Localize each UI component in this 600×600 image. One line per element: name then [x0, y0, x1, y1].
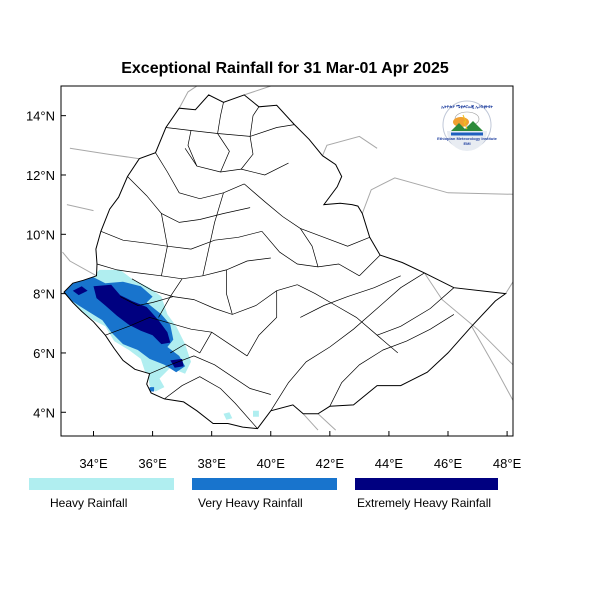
x-tick-label: 36°E: [138, 456, 167, 471]
emi-logo: ኢትዮጵያ ሜቲዎሮሎጂ ኢንስቲትዩት Ethiopian Meteorolo…: [437, 100, 498, 151]
y-tick-label: 8°N: [33, 287, 55, 302]
y-tick-label: 14°N: [26, 109, 55, 124]
legend-swatch-extremely-heavy: [355, 478, 498, 490]
region-border-line: [170, 332, 213, 354]
region-border-line: [249, 106, 260, 137]
x-tick-label: 38°E: [197, 456, 226, 471]
region-border-line: [202, 192, 224, 276]
neighbor-border-line: [317, 413, 337, 431]
very-heavy-rain-area: [149, 387, 155, 392]
y-tick-label: 6°N: [33, 346, 55, 361]
y-tick-label: 10°N: [26, 227, 55, 242]
very-heavy-rain-area: [64, 277, 186, 373]
map-title: Exceptional Rainfall for 31 Mar-01 Apr 2…: [121, 60, 449, 77]
heavy-rain-area: [253, 410, 259, 417]
neighbor-border-line: [322, 135, 378, 156]
legend-swatch-very-heavy: [192, 478, 337, 490]
region-border-line: [300, 275, 401, 318]
neighbor-border-line: [505, 281, 513, 294]
legend-label-very-heavy: Very Heavy Rainfall: [198, 496, 303, 510]
region-border-line: [184, 148, 289, 176]
legend: Heavy Rainfall Very Heavy Rainfall Extre…: [29, 478, 498, 510]
region-border-line: [297, 284, 399, 354]
region-border-line: [246, 290, 278, 357]
region-border-line: [329, 314, 455, 407]
map-frame: [60, 85, 514, 437]
region-border-line: [149, 355, 271, 395]
region-border-line: [240, 136, 254, 170]
region-border-line: [105, 317, 248, 357]
region-border-line: [119, 296, 174, 306]
x-tick-label: 46°E: [434, 456, 463, 471]
region-border-line: [376, 287, 455, 336]
region-border-line: [155, 152, 245, 200]
x-tick-label: 40°E: [257, 456, 286, 471]
neighbor-border-line: [423, 272, 513, 366]
region-border-line: [217, 133, 230, 173]
region-border-line: [270, 272, 425, 411]
neighbor-border-line: [69, 147, 140, 160]
region-borders: [96, 102, 455, 429]
region-border-line: [261, 231, 360, 277]
neighbor-border-line: [361, 177, 513, 214]
region-border-line: [164, 376, 258, 429]
neighbor-border-line: [178, 86, 198, 109]
legend-label-heavy: Heavy Rainfall: [50, 496, 127, 510]
region-border-line: [187, 130, 198, 167]
x-tick-label: 44°E: [375, 456, 404, 471]
logo-bottom-text: Ethiopian Meteorology Institute: [437, 136, 498, 141]
heavy-rain-area: [223, 412, 233, 420]
extremely-heavy-rain-area: [93, 284, 171, 345]
ethiopia-border: [63, 94, 507, 430]
region-border-line: [226, 269, 233, 315]
x-tick-label: 42°E: [316, 456, 345, 471]
y-tick-label: 4°N: [33, 405, 55, 420]
region-border-line: [131, 278, 298, 315]
region-border-line: [165, 124, 295, 137]
extremely-heavy-rain-area: [72, 286, 88, 296]
region-border-line: [127, 176, 251, 223]
rainfall-grid: [64, 269, 259, 420]
legend-swatch-heavy: [29, 478, 174, 490]
logo-sub-text: EMI: [463, 141, 470, 146]
neighbor-country-borders: [62, 86, 513, 431]
region-border-line: [300, 228, 319, 267]
neighbor-border-line: [302, 413, 319, 431]
region-border-line: [217, 102, 224, 134]
neighbor-border-line: [62, 251, 97, 277]
x-tick-label: 48°E: [493, 456, 522, 471]
y-axis: 4°N 6°N 8°N 10°N 12°N 14°N: [26, 109, 66, 420]
y-tick-label: 12°N: [26, 168, 55, 183]
logo-top-text: ኢትዮጵያ ሜቲዎሮሎጂ ኢንስቲትዩት: [441, 104, 493, 109]
neighbor-border-line: [66, 204, 94, 212]
region-border-line: [243, 183, 370, 247]
region-border-line: [161, 213, 168, 276]
x-axis: 34°E 36°E 38°E 40°E 42°E 44°E 46°E 48°E: [79, 431, 522, 471]
region-border-line: [359, 254, 381, 277]
neighbor-border-line: [244, 86, 271, 96]
neighbor-border-line: [471, 326, 513, 401]
legend-label-extremely-heavy: Extremely Heavy Rainfall: [357, 496, 491, 510]
x-tick-label: 34°E: [79, 456, 108, 471]
region-border-line: [158, 278, 183, 318]
region-border-line: [100, 230, 262, 250]
